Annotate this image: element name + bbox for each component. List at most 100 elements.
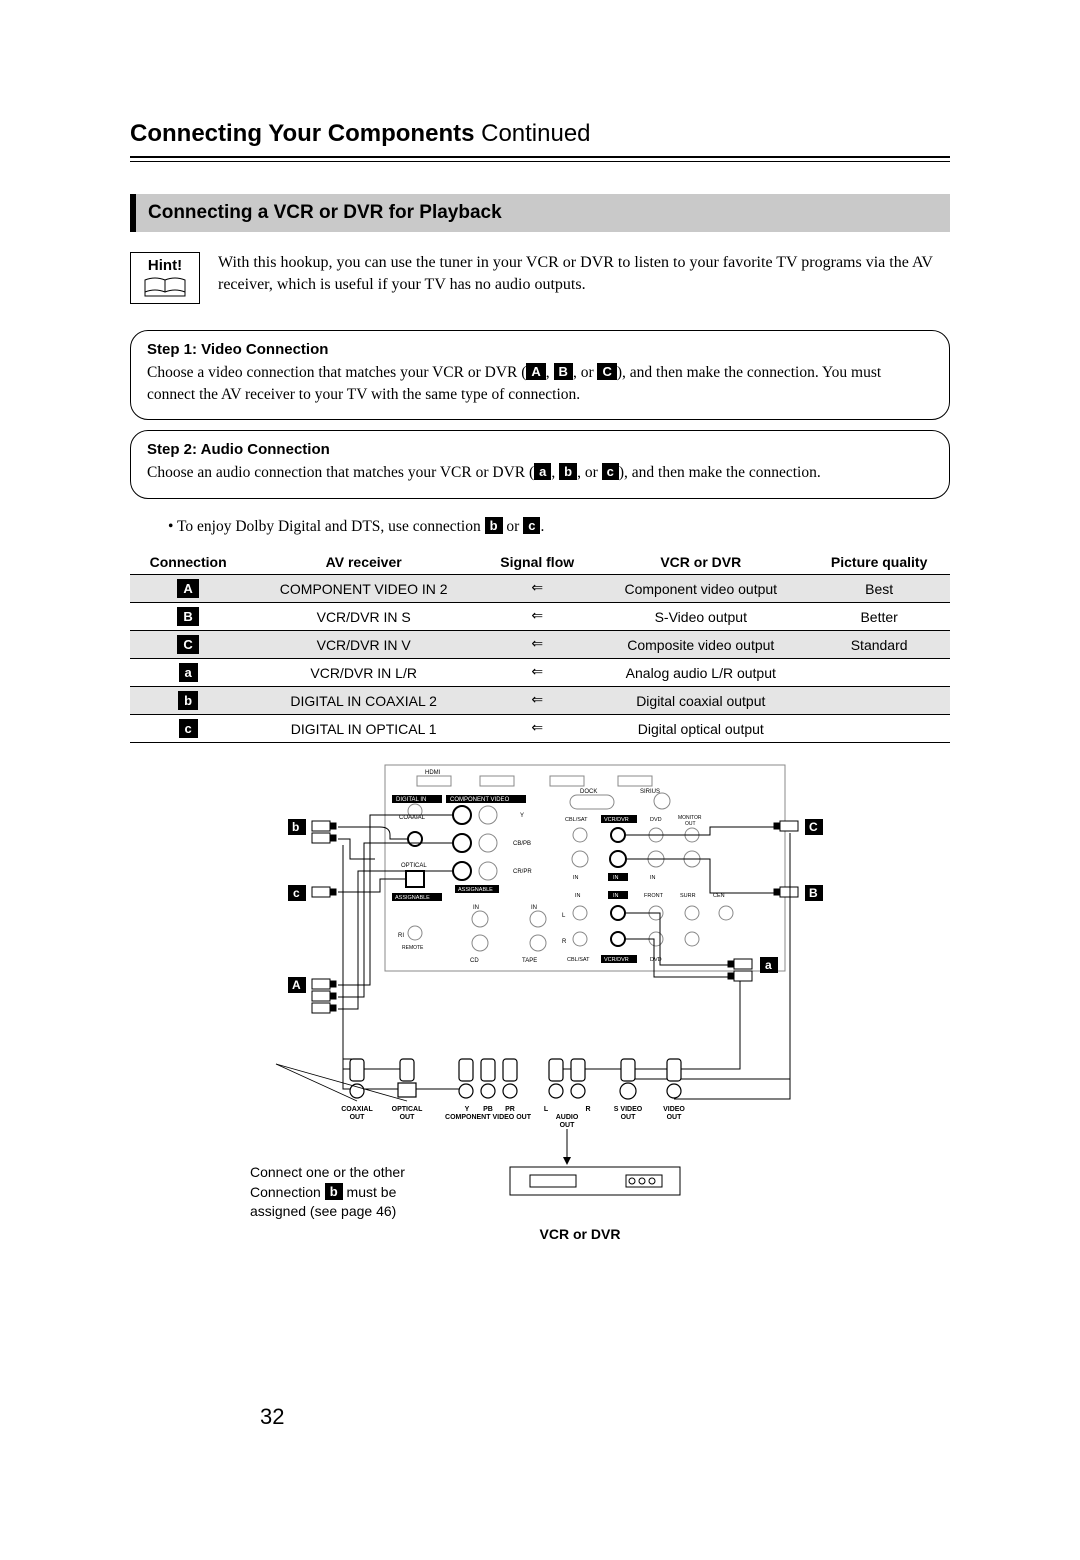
step2-box: Step 2: Audio Connection Choose an audio…: [130, 430, 950, 499]
svg-text:CBL/SAT: CBL/SAT: [567, 957, 590, 963]
row-tag: B: [177, 607, 198, 626]
table-row: a VCR/DVR IN L/R⇐Analog audio L/R output: [130, 659, 950, 687]
hint-row: Hint! With this hookup, you can use the …: [130, 252, 950, 304]
connection-table: ConnectionAV receiverSignal flowVCR or D…: [130, 550, 950, 743]
svg-text:OPTICAL: OPTICAL: [401, 863, 427, 869]
svg-text:DIGITAL IN: DIGITAL IN: [396, 797, 426, 803]
bullet-note: • To enjoy Dolby Digital and DTS, use co…: [130, 509, 950, 550]
svg-text:IN: IN: [575, 893, 581, 899]
svg-text:c: c: [293, 886, 300, 900]
svg-text:IN: IN: [650, 875, 656, 881]
svg-text:OUT: OUT: [685, 821, 696, 827]
step1-text: Choose a video connection that matches y…: [147, 362, 933, 405]
svg-text:Y: Y: [520, 813, 524, 819]
svg-text:CD: CD: [470, 958, 479, 964]
svg-text:CB/PB: CB/PB: [513, 841, 531, 847]
note-box-b: b: [325, 1183, 343, 1200]
table-cell: Standard: [808, 631, 950, 659]
table-cell: [808, 687, 950, 715]
table-row: cDIGITAL IN OPTICAL 1⇐Digital optical ou…: [130, 715, 950, 743]
table-header: VCR or DVR: [593, 550, 808, 575]
svg-text:VCR/DVR: VCR/DVR: [604, 817, 629, 823]
svg-text:PB: PB: [483, 1106, 493, 1113]
table-cell: [808, 659, 950, 687]
svg-text:R: R: [562, 939, 567, 945]
box-a: a: [534, 463, 551, 480]
svg-text:COAXIAL: COAXIAL: [341, 1106, 373, 1113]
hint-text: With this hookup, you can use the tuner …: [218, 252, 950, 304]
table-row: b DIGITAL IN COAXIAL 2⇐Digital coaxial ou…: [130, 687, 950, 715]
svg-text:DVD: DVD: [650, 817, 662, 823]
bullet-box-b: b: [485, 517, 503, 534]
svg-text:TAPE: TAPE: [522, 958, 537, 964]
title-main: Connecting Your Components: [130, 120, 474, 147]
table-cell: ⇐: [481, 659, 593, 687]
table-cell: ⇐: [481, 687, 593, 715]
table-cell: DIGITAL IN COAXIAL 2: [246, 687, 481, 715]
table-cell: COMPONENT VIDEO IN 2: [246, 575, 481, 603]
box-b: b: [559, 463, 577, 480]
title-suffix: Continued: [481, 120, 590, 147]
table-cell: Analog audio L/R output: [593, 659, 808, 687]
table-cell: VCR/DVR IN L/R: [246, 659, 481, 687]
row-tag: a: [179, 663, 198, 682]
table-cell: [808, 715, 950, 743]
bullet-box-c: c: [523, 517, 540, 534]
svg-text:A: A: [292, 978, 301, 992]
svg-text:PR: PR: [505, 1106, 515, 1113]
table-row: A COMPONENT VIDEO IN 2⇐Component video ou…: [130, 575, 950, 603]
step2-text: Choose an audio connection that matches …: [147, 462, 933, 484]
table-cell: Best: [808, 575, 950, 603]
svg-text:VIDEO: VIDEO: [663, 1106, 685, 1113]
book-icon: [143, 276, 187, 301]
svg-text:REMOTE: REMOTE: [402, 945, 424, 951]
table-cell: Digital coaxial output: [593, 687, 808, 715]
svg-text:AUDIO: AUDIO: [556, 1114, 579, 1121]
box-C: C: [597, 363, 616, 380]
svg-text:IN: IN: [613, 875, 619, 881]
table-header: AV receiver: [246, 550, 481, 575]
svg-text:SIRIUS: SIRIUS: [640, 789, 660, 795]
device-label: VCR or DVR: [210, 1226, 950, 1242]
svg-text:OUT: OUT: [560, 1122, 576, 1129]
svg-text:b: b: [292, 820, 299, 834]
svg-text:L: L: [544, 1106, 549, 1113]
table-cell: Component video output: [593, 575, 808, 603]
svg-text:HDMI: HDMI: [425, 770, 441, 776]
svg-text:RI: RI: [398, 933, 404, 939]
table-cell: ⇐: [481, 715, 593, 743]
svg-text:OUT: OUT: [667, 1114, 683, 1121]
svg-text:CR/PR: CR/PR: [513, 869, 532, 875]
diagram-note: Connect one or the other Connection b mu…: [130, 1163, 530, 1222]
table-cell: ⇐: [481, 575, 593, 603]
page-number: 32: [260, 1404, 284, 1430]
table-cell: ⇐: [481, 631, 593, 659]
svg-text:IN: IN: [573, 875, 579, 881]
table-cell: Composite video output: [593, 631, 808, 659]
row-tag: C: [177, 635, 198, 654]
row-tag: A: [177, 579, 198, 598]
table-header: Signal flow: [481, 550, 593, 575]
table-header: Connection: [130, 550, 246, 575]
box-c: c: [602, 463, 619, 480]
row-tag: b: [178, 691, 198, 710]
table-cell: DIGITAL IN OPTICAL 1: [246, 715, 481, 743]
svg-text:B: B: [809, 886, 818, 900]
box-A: A: [526, 363, 545, 380]
table-cell: S-Video output: [593, 603, 808, 631]
svg-text:IN: IN: [473, 905, 479, 911]
hint-label: Hint!: [148, 257, 182, 274]
table-cell: VCR/DVR IN V: [246, 631, 481, 659]
table-row: BVCR/DVR IN S⇐S-Video outputBetter: [130, 603, 950, 631]
wiring-diagram: HDMI DIGITAL IN COAXIAL OPTICAL ASSIGNAB…: [130, 759, 950, 1242]
section-heading: Connecting a VCR or DVR for Playback: [130, 194, 950, 232]
svg-text:COMPONENT VIDEO OUT: COMPONENT VIDEO OUT: [445, 1114, 532, 1121]
svg-text:a: a: [765, 958, 772, 972]
title-rule: [130, 156, 950, 162]
hint-box: Hint!: [130, 252, 200, 304]
svg-text:ASSIGNABLE: ASSIGNABLE: [458, 887, 493, 893]
step1-title: Step 1: Video Connection: [147, 341, 933, 358]
row-tag: c: [179, 719, 198, 738]
svg-text:R: R: [585, 1106, 590, 1113]
svg-text:ASSIGNABLE: ASSIGNABLE: [395, 895, 430, 901]
